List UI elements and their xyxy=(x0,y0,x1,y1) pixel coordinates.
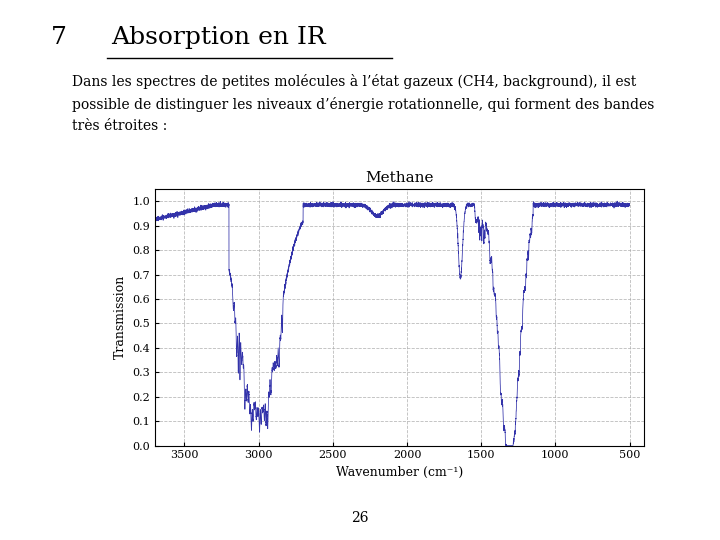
Text: Absorption en IR: Absorption en IR xyxy=(112,26,326,49)
X-axis label: Wavenumber (cm⁻¹): Wavenumber (cm⁻¹) xyxy=(336,466,463,479)
Text: Dans les spectres de petites molécules à l’état gazeux (CH4, background), il est: Dans les spectres de petites molécules à… xyxy=(72,74,654,133)
Y-axis label: Transmission: Transmission xyxy=(114,275,127,360)
Text: 7: 7 xyxy=(50,26,66,49)
Title: Methane: Methane xyxy=(365,171,434,185)
Text: 26: 26 xyxy=(351,511,369,525)
